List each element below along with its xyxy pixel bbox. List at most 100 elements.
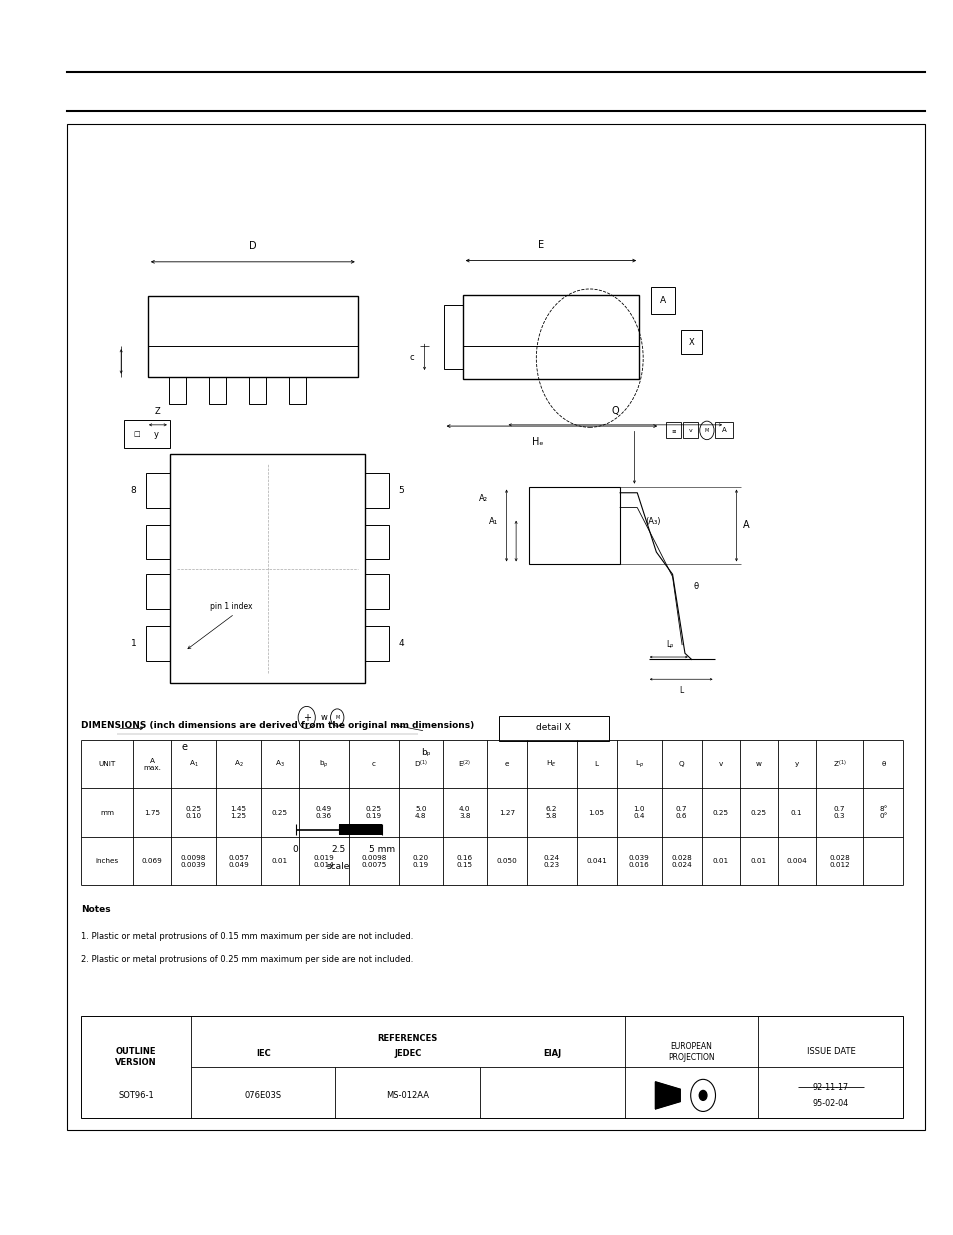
Text: detail X: detail X	[536, 722, 570, 732]
Text: 0.01: 0.01	[712, 858, 728, 864]
Text: L: L	[594, 761, 598, 767]
Text: 8°
0°: 8° 0°	[879, 806, 886, 819]
Text: c: c	[410, 353, 414, 362]
Text: e: e	[181, 742, 187, 752]
Text: A$_3$: A$_3$	[274, 760, 285, 769]
Bar	[249, 377, 266, 404]
Text: y: y	[153, 430, 159, 438]
Text: Notes: Notes	[81, 905, 111, 914]
Text: UNIT: UNIT	[98, 761, 115, 767]
Bar	[462, 295, 639, 379]
Text: 076E03S: 076E03S	[244, 1091, 281, 1100]
Text: 0.25: 0.25	[750, 810, 766, 815]
Text: Q: Q	[611, 406, 618, 416]
Text: 0.16
0.15: 0.16 0.15	[456, 855, 473, 868]
Bar	[365, 525, 389, 559]
Bar	[146, 473, 170, 508]
Text: X: X	[688, 337, 694, 347]
Text: 0.028
0.012: 0.028 0.012	[828, 855, 849, 868]
Text: □: □	[133, 431, 139, 437]
Text: Z: Z	[154, 406, 161, 416]
Text: 1.05: 1.05	[588, 810, 604, 815]
Text: D$^{(1)}$: D$^{(1)}$	[414, 758, 428, 769]
Text: 0.069: 0.069	[141, 858, 162, 864]
Text: e: e	[504, 761, 509, 767]
Text: mm: mm	[100, 810, 114, 815]
Text: A$_2$: A$_2$	[233, 760, 243, 769]
Text: 1: 1	[131, 638, 136, 648]
Text: 4.0
3.8: 4.0 3.8	[458, 806, 470, 819]
Text: 0: 0	[293, 845, 298, 855]
Text: 0.7
0.6: 0.7 0.6	[675, 806, 687, 819]
Text: 1. Plastic or metal protrusions of 0.15 mm maximum per side are not included.: 1. Plastic or metal protrusions of 0.15 …	[81, 932, 413, 941]
Polygon shape	[655, 1082, 679, 1109]
Bar	[498, 716, 608, 741]
Bar	[148, 296, 357, 377]
Text: 0.004: 0.004	[785, 858, 806, 864]
Bar	[146, 626, 170, 661]
Text: 5 mm: 5 mm	[368, 845, 395, 855]
Text: 0.039
0.016: 0.039 0.016	[628, 855, 649, 868]
Text: c: c	[372, 761, 375, 767]
Text: H$_E$: H$_E$	[546, 760, 557, 769]
Text: pin 1 index: pin 1 index	[210, 601, 253, 611]
Text: 5.0
4.8: 5.0 4.8	[415, 806, 426, 819]
Text: y: y	[794, 761, 798, 767]
Text: 0.24
0.23: 0.24 0.23	[543, 855, 559, 868]
Bar	[209, 377, 226, 404]
Text: scale: scale	[327, 862, 350, 872]
Bar	[365, 574, 389, 609]
Text: D: D	[249, 241, 256, 251]
Text: A$_1$: A$_1$	[189, 760, 198, 769]
Text: A₂: A₂	[478, 494, 488, 503]
Text: w: w	[755, 761, 760, 767]
Bar	[715, 422, 732, 438]
Text: 1.45
1.25: 1.45 1.25	[231, 806, 246, 819]
Text: bₚ: bₚ	[420, 747, 430, 757]
Bar	[680, 330, 701, 354]
Text: 0.49
0.36: 0.49 0.36	[315, 806, 332, 819]
Text: +: +	[302, 713, 311, 722]
Text: 0.25
0.10: 0.25 0.10	[185, 806, 201, 819]
Text: 0.25: 0.25	[272, 810, 288, 815]
Text: EUROPEAN
PROJECTION: EUROPEAN PROJECTION	[668, 1042, 714, 1062]
Text: 0.25
0.19: 0.25 0.19	[365, 806, 381, 819]
Bar	[682, 422, 698, 438]
Text: A: A	[659, 295, 665, 305]
Text: 92-11-17: 92-11-17	[812, 1083, 848, 1092]
Text: E: E	[537, 240, 544, 249]
Text: 8: 8	[131, 485, 136, 495]
Text: 0.1: 0.1	[790, 810, 801, 815]
Bar	[124, 420, 170, 448]
Text: A: A	[721, 427, 725, 433]
Text: w: w	[320, 713, 327, 722]
Bar	[169, 377, 186, 404]
Bar	[289, 377, 306, 404]
Bar	[81, 1016, 902, 1118]
Bar	[67, 124, 924, 1130]
Text: 0.041: 0.041	[586, 858, 606, 864]
Text: θ: θ	[881, 761, 884, 767]
Text: 5: 5	[398, 485, 404, 495]
Text: 1.75: 1.75	[144, 810, 160, 815]
Text: REFERENCES: REFERENCES	[377, 1034, 437, 1044]
Text: 0.057
0.049: 0.057 0.049	[228, 855, 249, 868]
Text: v: v	[688, 427, 692, 433]
Text: L$_p$: L$_p$	[634, 758, 643, 769]
Text: Q: Q	[679, 761, 683, 767]
Bar	[365, 473, 389, 508]
Text: 1.0
0.4: 1.0 0.4	[633, 806, 644, 819]
Text: 0.028
0.024: 0.028 0.024	[671, 855, 691, 868]
Circle shape	[699, 1091, 706, 1100]
Text: A
max.: A max.	[143, 757, 161, 771]
Text: ≡: ≡	[671, 427, 675, 433]
Text: E$^{(2)}$: E$^{(2)}$	[457, 758, 471, 769]
Text: 0.25: 0.25	[712, 810, 728, 815]
Text: 0.0098
0.0075: 0.0098 0.0075	[361, 855, 386, 868]
Text: M: M	[335, 715, 339, 720]
Bar	[170, 454, 365, 683]
Text: (A₃): (A₃)	[645, 517, 660, 526]
Text: 0.01: 0.01	[750, 858, 766, 864]
Text: 2. Plastic or metal protrusions of 0.25 mm maximum per side are not included.: 2. Plastic or metal protrusions of 0.25 …	[81, 955, 413, 963]
Bar	[529, 487, 619, 564]
